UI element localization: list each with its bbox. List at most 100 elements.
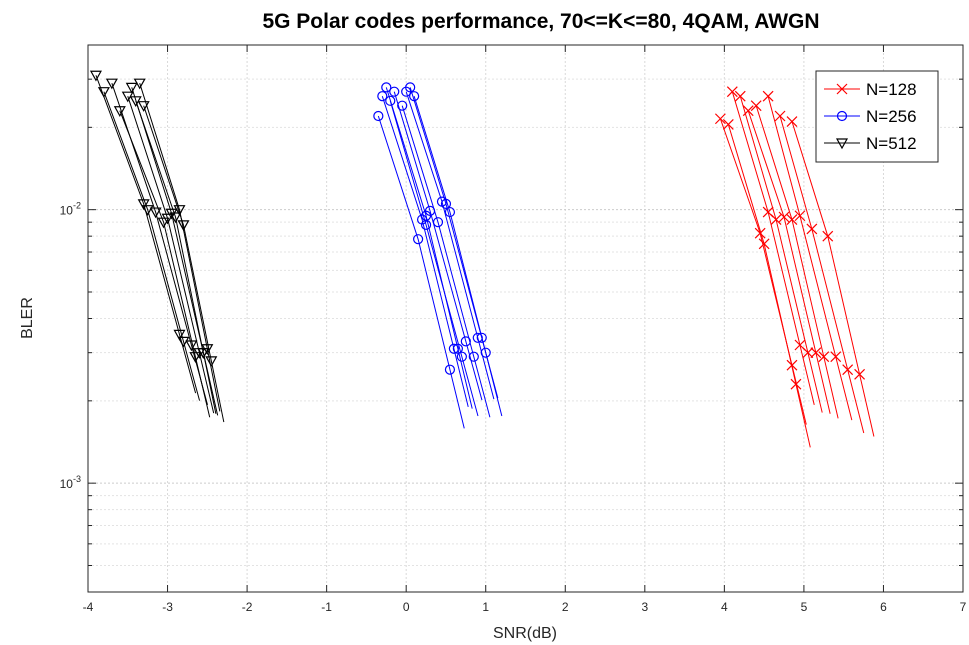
chart-title: 5G Polar codes performance, 70<=K<=80, 4…: [262, 10, 819, 33]
series-n-512: [89, 70, 225, 423]
x-marker: [726, 86, 738, 98]
triangle-marker: [169, 212, 182, 224]
circle-marker: [452, 343, 463, 354]
circle-marker: [420, 219, 432, 230]
triangle-marker: [177, 220, 190, 232]
triangle-marker: [157, 217, 170, 229]
series-line: [393, 91, 483, 401]
circle-marker: [381, 82, 392, 93]
legend-label: N=128: [866, 80, 917, 99]
series-line: [413, 96, 503, 417]
series-line: [755, 105, 839, 419]
series-line: [779, 115, 865, 434]
circle-marker: [480, 347, 491, 358]
x-marker: [758, 238, 770, 250]
triangle-marker: [141, 205, 154, 216]
x-marker: [836, 83, 848, 95]
x-axis-label: SNR(dB): [493, 625, 557, 642]
x-marker: [786, 116, 798, 127]
y-tick-label: 10-3: [60, 474, 81, 491]
circle-marker: [432, 217, 444, 228]
curves-layer: [89, 70, 875, 448]
triangle-marker: [189, 352, 202, 363]
x-tick-label: 6: [880, 600, 887, 614]
triangle-marker: [89, 70, 102, 82]
series-line: [103, 91, 201, 401]
series-line: [401, 105, 491, 418]
series-line: [791, 121, 875, 437]
triangle-marker: [97, 87, 110, 98]
series-line: [95, 75, 197, 394]
circle-marker: [385, 95, 396, 106]
x-marker: [790, 378, 802, 390]
x-marker: [818, 351, 830, 363]
circle-marker: [460, 336, 471, 347]
series-line: [719, 118, 807, 425]
triangle-marker: [149, 207, 162, 219]
x-marker: [830, 351, 842, 363]
triangle-marker: [835, 138, 849, 150]
x-marker: [810, 347, 822, 359]
circle-marker: [456, 351, 467, 362]
x-marker: [714, 113, 726, 125]
circle-marker: [397, 100, 408, 111]
triangle-marker: [201, 344, 214, 356]
circle-marker: [405, 82, 416, 93]
series-line: [405, 91, 495, 400]
circle-marker: [444, 364, 456, 375]
x-tick-label: 4: [721, 600, 728, 614]
x-tick-label: 2: [562, 600, 569, 614]
x-marker: [722, 118, 734, 130]
triangle-marker: [137, 101, 150, 112]
x-tick-label: 3: [641, 600, 648, 614]
circle-marker: [413, 234, 424, 245]
triangle-marker: [113, 106, 126, 117]
series-line: [381, 96, 469, 408]
x-tick-label: -4: [83, 600, 94, 614]
x-marker: [802, 347, 814, 359]
x-marker: [786, 214, 798, 225]
series-n-128: [714, 86, 875, 448]
x-tick-label: 1: [482, 600, 489, 614]
triangle-marker: [177, 336, 190, 348]
x-tick-label: 7: [960, 600, 967, 614]
legend-label: N=512: [866, 134, 917, 153]
series-line: [139, 83, 221, 412]
x-marker: [774, 110, 786, 122]
x-marker: [854, 368, 866, 380]
series-line: [127, 96, 215, 414]
circle-marker: [468, 351, 479, 362]
series-line: [131, 87, 219, 416]
triangle-marker: [173, 205, 186, 216]
triangle-marker: [105, 78, 118, 90]
x-marker: [806, 223, 818, 235]
x-marker: [770, 214, 782, 225]
series-line: [389, 100, 479, 417]
y-axis-label: BLER: [19, 297, 36, 339]
ticks-layer: -4 -3 -2 -1 0 1 2 3 4 5 6 7 10-3 10-2: [60, 44, 967, 614]
series-line: [767, 96, 853, 421]
legend-label: N=256: [866, 107, 917, 126]
series-line: [119, 110, 211, 418]
circle-marker: [448, 343, 460, 354]
circle-marker: [373, 110, 384, 122]
series-line: [731, 91, 815, 405]
circle-marker: [377, 91, 388, 102]
x-marker: [778, 211, 790, 223]
circle-marker: [389, 86, 400, 97]
x-marker: [794, 210, 806, 222]
series-line: [135, 100, 217, 414]
x-tick-label: -1: [321, 600, 332, 614]
y-tick-label: 10-2: [60, 201, 81, 218]
triangle-marker: [133, 78, 146, 90]
triangle-marker: [205, 356, 218, 368]
x-marker: [822, 230, 834, 242]
series-line: [739, 96, 823, 413]
triangle-marker: [125, 82, 138, 94]
x-marker: [734, 90, 746, 102]
triangle-marker: [197, 348, 210, 359]
series-n-256: [373, 82, 503, 429]
x-marker: [750, 100, 762, 112]
circle-marker: [444, 206, 456, 218]
x-tick-label: -3: [162, 600, 173, 614]
